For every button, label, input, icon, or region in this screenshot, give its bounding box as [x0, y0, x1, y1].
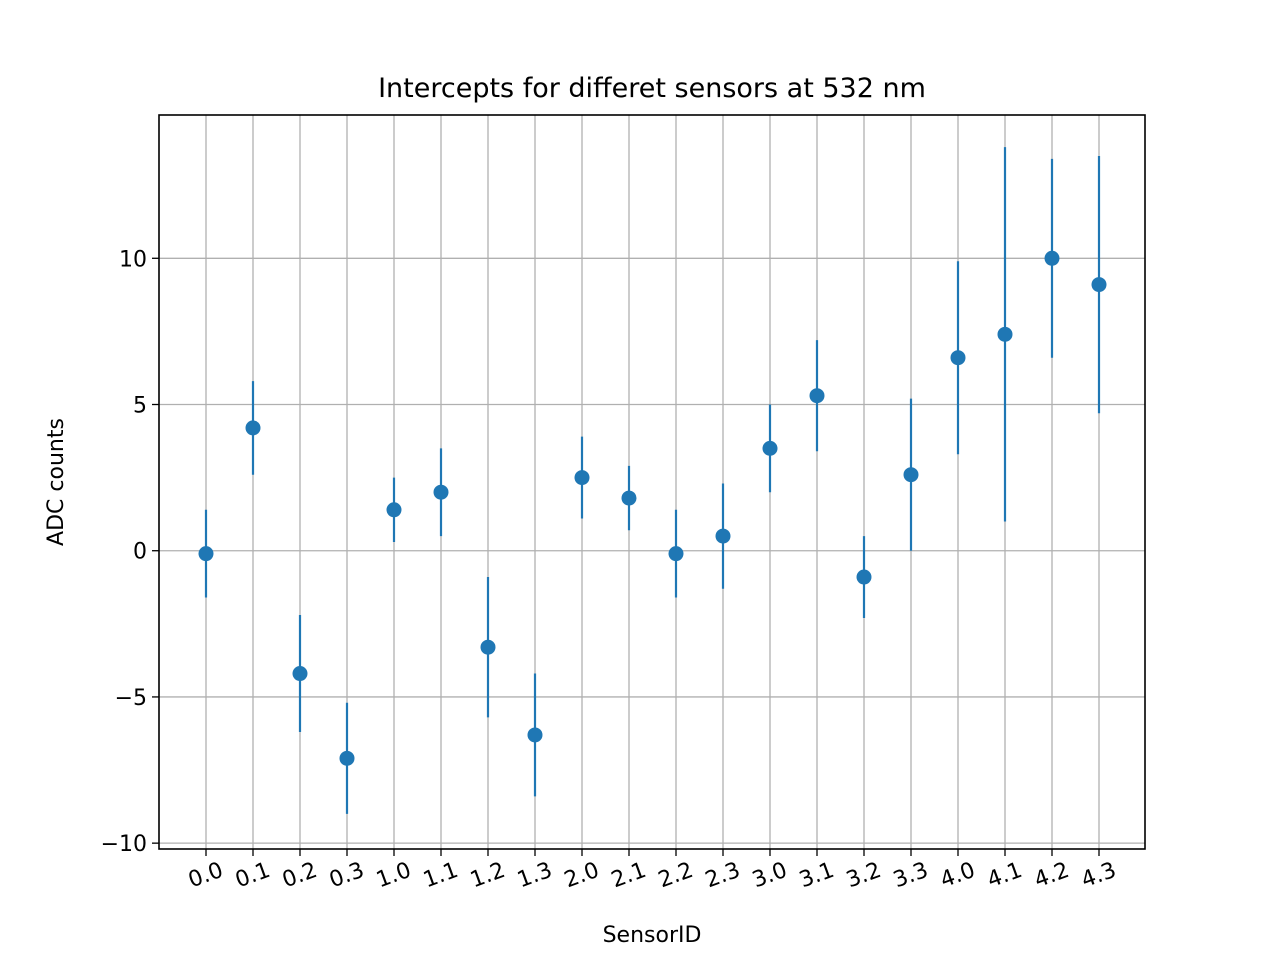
y-axis: −10 −5 0 5 10 [101, 247, 159, 857]
data-point [1091, 277, 1107, 293]
data-points [198, 250, 1107, 766]
data-point [950, 350, 966, 366]
x-axis-title: SensorID [603, 923, 702, 948]
chart-title: Intercepts for differet sensors at 532 n… [378, 73, 926, 104]
data-point [809, 388, 825, 404]
data-point [245, 420, 261, 436]
data-point [856, 569, 872, 585]
plot-frame [158, 114, 1146, 850]
data-point [480, 639, 496, 655]
data-point [198, 546, 214, 562]
y-tick-label: −5 [115, 686, 147, 711]
data-point [433, 484, 449, 500]
data-point [1044, 250, 1060, 266]
data-point [762, 440, 778, 456]
data-point [386, 502, 402, 518]
y-tick-label: 0 [133, 540, 147, 565]
y-tick-label: 10 [119, 247, 147, 272]
data-point [715, 528, 731, 544]
y-tick-label: −10 [101, 832, 147, 857]
data-point [997, 326, 1013, 342]
data-point [668, 546, 684, 562]
data-point [339, 750, 355, 766]
y-axis-title: ADC counts [44, 418, 69, 546]
data-point [292, 666, 308, 682]
y-tick-label: 5 [133, 394, 147, 419]
data-point [527, 727, 543, 743]
data-point [621, 490, 637, 506]
data-point [903, 467, 919, 483]
data-point [574, 470, 590, 486]
